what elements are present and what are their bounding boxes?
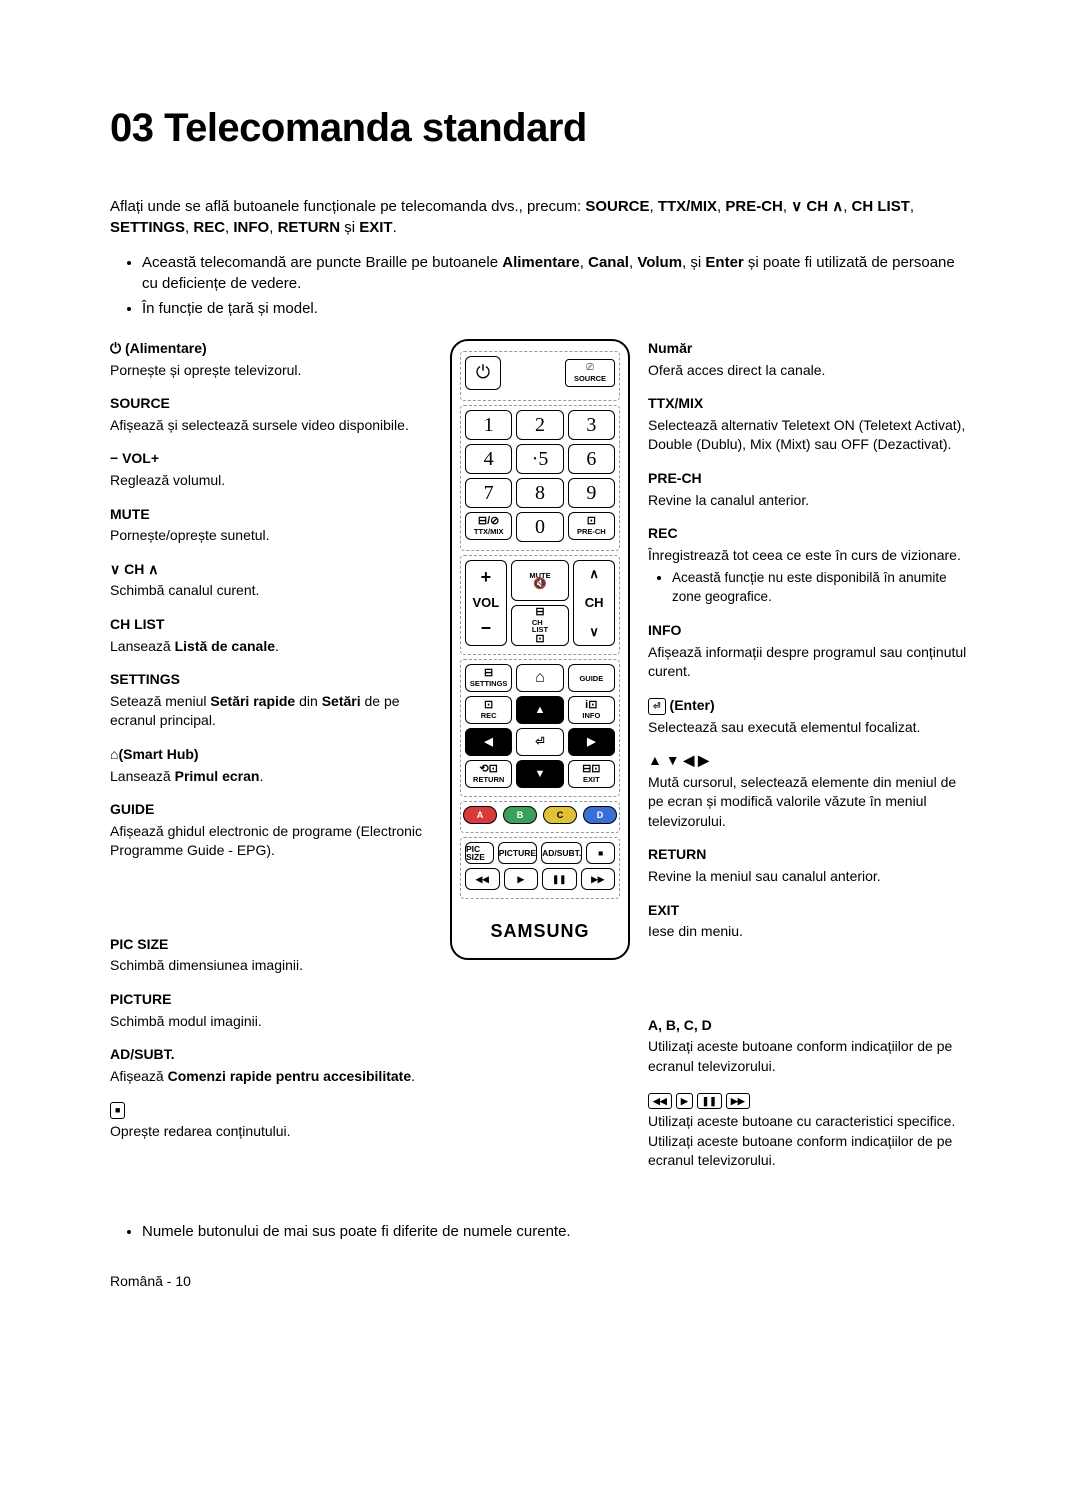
power-icon: ⏻ xyxy=(110,340,121,356)
remote-num-5[interactable]: ·5 xyxy=(516,444,563,474)
remote-guide-button[interactable]: GUIDE xyxy=(568,664,615,692)
list-item: În funcție de țară și model. xyxy=(142,298,970,319)
remote-rec-button[interactable]: ⊡REC xyxy=(465,696,512,724)
remote-picsize-button[interactable]: PIC SIZE xyxy=(465,842,494,864)
page-title: 03 Telecomanda standard xyxy=(110,100,970,156)
remote-home-button[interactable]: ⌂ xyxy=(516,664,563,692)
remote-color-d[interactable]: D xyxy=(583,806,617,824)
remote-num-3[interactable]: 3 xyxy=(568,410,615,440)
remote-source-button[interactable]: ⎚SOURCE xyxy=(565,359,615,387)
list-item: Numele butonului de mai sus poate fi dif… xyxy=(142,1221,970,1242)
intro-paragraph: Aflați unde se află butoanele funcțional… xyxy=(110,196,970,238)
enter-icon: ⏎ xyxy=(648,698,666,715)
remote-ch-rocker[interactable]: ∧CH∨ xyxy=(573,560,615,646)
remote-rewind-button[interactable]: ◀◀ xyxy=(465,868,500,890)
remote-enter-button[interactable]: ⏎ xyxy=(516,728,563,756)
remote-pause-button[interactable]: ❚❚ xyxy=(542,868,577,890)
remote-color-b[interactable]: B xyxy=(503,806,537,824)
remote-vol-rocker[interactable]: +VOL− xyxy=(465,560,507,646)
remote-color-c[interactable]: C xyxy=(543,806,577,824)
main-columns: ⏻ (Alimentare)Pornește și oprește televi… xyxy=(110,339,970,1185)
remote-ttx-button[interactable]: ⊟/⊘TTX/MIX xyxy=(465,512,512,540)
remote-settings-button[interactable]: ⊟SETTINGS xyxy=(465,664,512,692)
remote-num-7[interactable]: 7 xyxy=(465,478,512,508)
remote-diagram: ⏻ ⎚SOURCE 123 4·56 789 ⊟/⊘TTX/MIX 0 ⊡PRE… xyxy=(450,339,630,1185)
remote-num-9[interactable]: 9 xyxy=(568,478,615,508)
play-icon: ▶ xyxy=(676,1093,693,1110)
right-column: NumărOferă acces direct la canale. TTX/M… xyxy=(648,339,970,1185)
arrow-icons: ▲ ▼ ◀ ▶ xyxy=(648,751,970,771)
forward-icon: ▶▶ xyxy=(726,1093,750,1110)
remote-num-1[interactable]: 1 xyxy=(465,410,512,440)
remote-forward-button[interactable]: ▶▶ xyxy=(581,868,616,890)
remote-right-button[interactable]: ▶ xyxy=(568,728,615,756)
remote-down-button[interactable]: ▼ xyxy=(516,760,563,788)
remote-chlist-button[interactable]: ⊟CH LIST⊡ xyxy=(511,605,570,646)
remote-return-button[interactable]: ⟲⊡RETURN xyxy=(465,760,512,788)
remote-mute-button[interactable]: MUTE🔇 xyxy=(511,560,570,601)
remote-play-button[interactable]: ▶ xyxy=(504,868,539,890)
remote-stop-button[interactable]: ■ xyxy=(586,842,615,864)
brand-label: SAMSUNG xyxy=(460,919,620,944)
top-bullets: Această telecomandă are puncte Braille p… xyxy=(110,252,970,319)
stop-icon: ■ xyxy=(110,1102,125,1119)
left-column: ⏻ (Alimentare)Pornește și oprește televi… xyxy=(110,339,432,1185)
pause-icon: ❚❚ xyxy=(697,1093,722,1110)
remote-picture-button[interactable]: PICTURE xyxy=(498,842,537,864)
footer-note: Numele butonului de mai sus poate fi dif… xyxy=(110,1221,970,1242)
remote-num-8[interactable]: 8 xyxy=(516,478,563,508)
remote-num-4[interactable]: 4 xyxy=(465,444,512,474)
remote-num-6[interactable]: 6 xyxy=(568,444,615,474)
remote-adsubt-button[interactable]: AD/SUBT. xyxy=(541,842,582,864)
remote-num-2[interactable]: 2 xyxy=(516,410,563,440)
remote-prech-button[interactable]: ⊡PRE-CH xyxy=(568,512,615,540)
remote-color-a[interactable]: A xyxy=(463,806,497,824)
list-item: Această telecomandă are puncte Braille p… xyxy=(142,252,970,294)
remote-up-button[interactable]: ▲ xyxy=(516,696,563,724)
remote-power-button[interactable]: ⏻ xyxy=(465,356,501,390)
remote-left-button[interactable]: ◀ xyxy=(465,728,512,756)
rewind-icon: ◀◀ xyxy=(648,1093,672,1110)
remote-num-0[interactable]: 0 xyxy=(516,512,563,542)
page-footer: Română - 10 xyxy=(110,1272,970,1292)
remote-info-button[interactable]: i⊡INFO xyxy=(568,696,615,724)
remote-exit-button[interactable]: ⊟⊡EXIT xyxy=(568,760,615,788)
